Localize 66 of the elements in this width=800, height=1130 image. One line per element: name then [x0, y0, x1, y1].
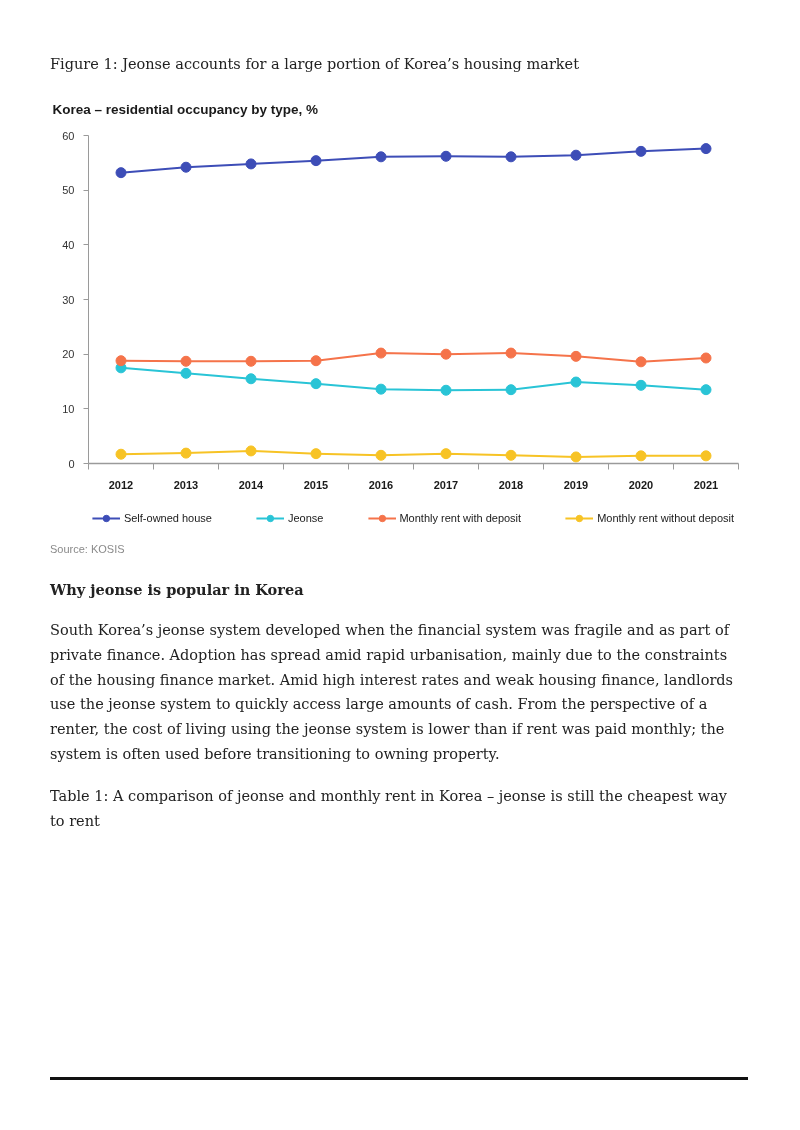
point: [440, 448, 452, 460]
point: [375, 151, 387, 163]
point: [700, 384, 712, 396]
x-tick-label: 2017: [433, 478, 459, 491]
point: [440, 348, 452, 360]
caption: Table 1: A comparison of jeonse and monthly rent in Korea – jeonse is still the cheapest way to rent: [50, 787, 729, 832]
x-tick-label: 2014: [238, 478, 265, 491]
x-tick-label: 2016: [368, 478, 394, 491]
y-tick-label: 0: [68, 457, 75, 470]
x-tick-label: 2021: [693, 478, 719, 491]
point: [180, 447, 192, 459]
y-tick-label: 10: [62, 402, 75, 415]
x-tick-label: 2012: [108, 478, 134, 491]
legend-label: Monthly rent with deposit: [399, 512, 522, 524]
text: Why jeonse is popular in Korea: [50, 580, 304, 601]
y-tick-label: 30: [62, 293, 75, 306]
point: [505, 151, 517, 163]
legend-label: Self-owned house: [123, 512, 212, 524]
x-tick-label: 2020: [628, 478, 654, 491]
point: [700, 143, 712, 155]
legend-label: Jeonse: [287, 512, 324, 524]
legend-label: Monthly rent without deposit: [597, 512, 735, 524]
point: [180, 355, 192, 367]
point: [570, 149, 582, 161]
point: [570, 451, 582, 463]
point: [505, 347, 517, 359]
point: [505, 449, 517, 461]
point: [310, 378, 322, 390]
point: [115, 355, 127, 367]
x-tick-label: 2015: [303, 478, 329, 491]
point: [635, 379, 647, 391]
point: [505, 384, 517, 396]
point: [700, 352, 712, 364]
point: [440, 384, 452, 396]
point: [115, 448, 127, 460]
point: [375, 449, 387, 461]
point: [440, 150, 452, 162]
point: [375, 347, 387, 359]
point: [375, 383, 387, 395]
point: [245, 373, 257, 385]
y-tick-label: 50: [62, 184, 75, 197]
point: [115, 167, 127, 179]
y-tick-label: 20: [62, 348, 75, 361]
x-tick-label: 2013: [173, 478, 199, 491]
point: [180, 367, 192, 379]
point: [310, 355, 322, 367]
chart-title: Korea – residential occupancy by type, %: [52, 102, 319, 117]
point: [570, 376, 582, 388]
point: [310, 448, 322, 460]
text: South Korea’s jeonse system developed when the financial system was fragile and as part of private finance. Adoption has spread amid rapid urbanisation, mainly due to the constraints of the housing finance market. Amid high interest rates and weak housing finance, landlords use the jeonse system to quickly access large amounts of cash. From the perspective of a renter, the cost of living using the jeonse system is lower than if rent was paid monthly; the system is often used before transitioning to owning property.: [50, 621, 735, 764]
y-tick-label: 40: [62, 238, 75, 251]
point: [635, 145, 647, 157]
x-tick-label: 2018: [498, 478, 524, 491]
point: [245, 355, 257, 367]
point: [570, 350, 582, 362]
x-tick-label: 2019: [563, 478, 589, 491]
point: [245, 445, 257, 457]
point: [700, 450, 712, 462]
y-tick-label: 60: [62, 129, 75, 142]
point: [635, 450, 647, 462]
source-note: Source: KOSIS: [50, 542, 125, 556]
point: [245, 158, 257, 170]
point: [310, 155, 322, 167]
point: [180, 161, 192, 173]
point: [635, 356, 647, 368]
caption: Figure 1: Jeonse accounts for a large portion of Korea’s housing market: [50, 55, 580, 74]
